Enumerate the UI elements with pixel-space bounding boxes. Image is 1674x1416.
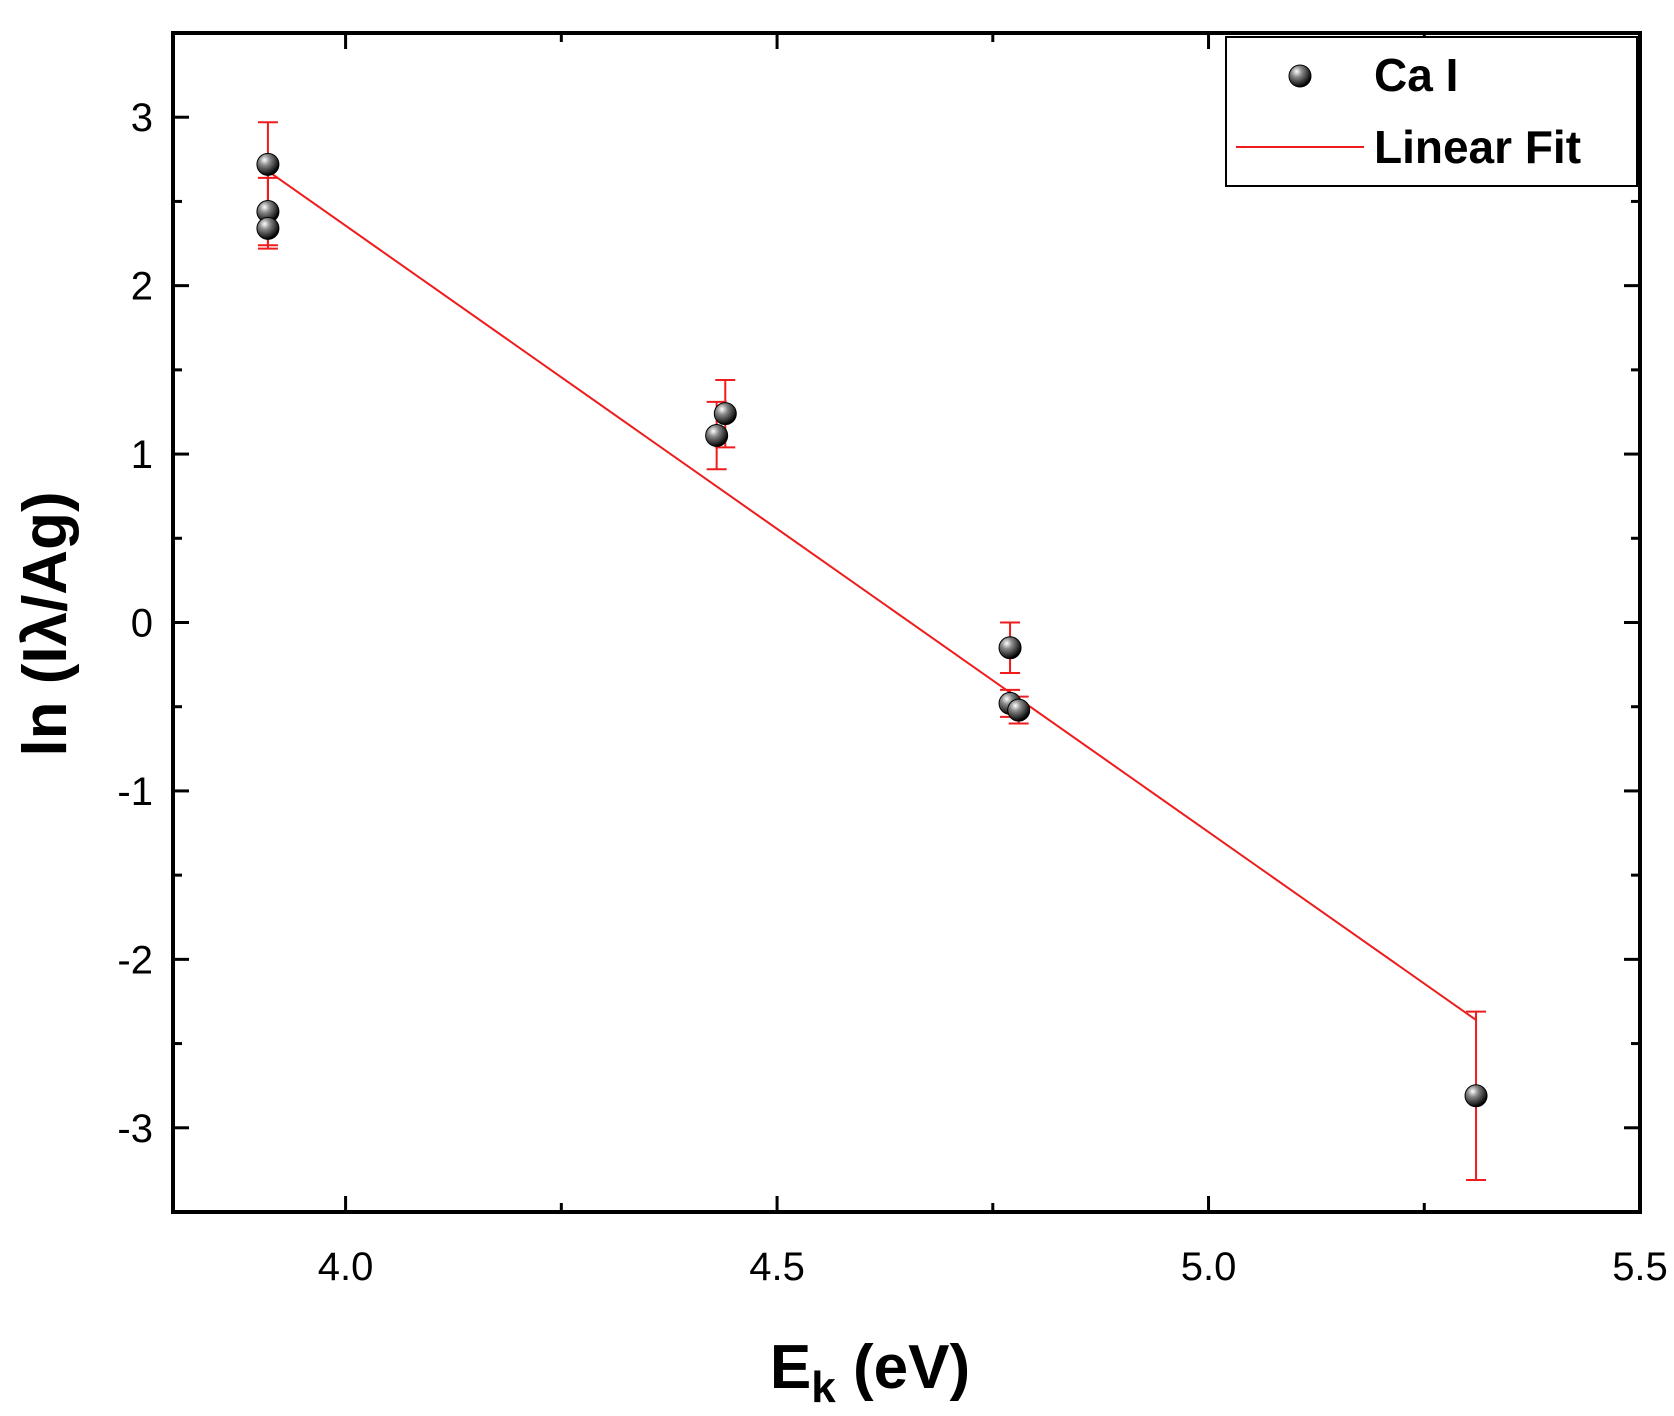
data-point (256, 216, 280, 240)
legend-label-ca-i: Ca I (1374, 49, 1458, 101)
data-point (1464, 1084, 1488, 1108)
y-tick-label: 0 (131, 602, 153, 646)
y-tick-label: -3 (117, 1107, 153, 1151)
x-axis-title: Ek (eV) (770, 1333, 970, 1411)
x-tick-label: 4.5 (749, 1245, 805, 1289)
x-axis-title-main: E (770, 1333, 811, 1402)
data-point (998, 636, 1022, 660)
y-axis-title: ln (Iλ/Ag) (11, 491, 80, 756)
legend: Ca I Linear Fit (1225, 36, 1638, 187)
data-point (1007, 698, 1031, 722)
y-tick-label: 3 (131, 96, 153, 140)
y-tick-label: 1 (131, 433, 153, 477)
x-axis-title-subscript: k (811, 1363, 836, 1411)
legend-box (1225, 36, 1638, 187)
data-points-layer (256, 152, 1488, 1108)
data-point (256, 152, 280, 176)
y-tick-label: 2 (131, 265, 153, 309)
x-tick-label: 5.0 (1181, 1245, 1237, 1289)
x-tick-label: 5.5 (1612, 1245, 1668, 1289)
tick-labels: 4.0 4.5 5.0 5.5 -3 -2 -1 0 1 2 3 (117, 96, 1667, 1289)
legend-label-linear-fit: Linear Fit (1374, 121, 1581, 173)
plot-area-background (173, 33, 1640, 1212)
data-point (705, 424, 729, 448)
y-tick-label: -2 (117, 938, 153, 982)
x-axis-title-unit: (eV) (836, 1333, 970, 1402)
plot-frame (171, 31, 1642, 1214)
linear-fit-line (267, 170, 1477, 1021)
y-tick-label: -1 (117, 770, 153, 814)
data-point (713, 402, 737, 426)
legend-marker-ca-i (1288, 64, 1312, 88)
fit-line-layer (267, 170, 1477, 1021)
x-tick-label: 4.0 (318, 1245, 374, 1289)
